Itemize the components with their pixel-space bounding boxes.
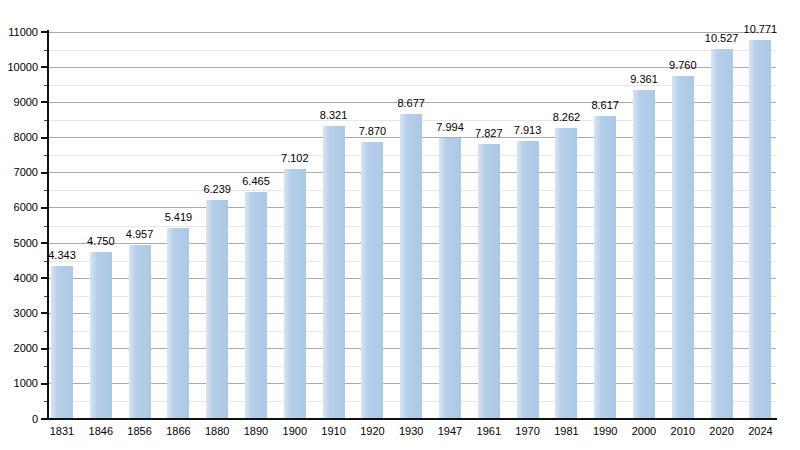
bar-value-label: 9.760 [653, 59, 713, 72]
bar-value-label: 5.419 [148, 211, 208, 224]
bar [672, 76, 694, 419]
bar [245, 192, 267, 419]
y-tick-label: 6000 [0, 201, 38, 214]
bar [129, 245, 151, 419]
x-tick-label: 2024 [730, 425, 790, 438]
bar-value-label: 7.102 [265, 152, 325, 165]
bar [711, 49, 733, 419]
bar [323, 126, 345, 419]
x-axis-line [48, 418, 777, 420]
y-tick-label: 11000 [0, 26, 38, 39]
bar [749, 40, 771, 419]
bar-value-label: 10.771 [730, 23, 790, 36]
gridline-major [48, 32, 776, 33]
bar [400, 114, 422, 419]
bar [478, 144, 500, 419]
bar [555, 128, 577, 419]
bar [361, 142, 383, 419]
y-tick-label: 8000 [0, 131, 38, 144]
bar [439, 138, 461, 419]
bar-value-label: 7.870 [342, 125, 402, 138]
bar-value-label: 8.262 [536, 111, 596, 124]
y-tick-label: 1000 [0, 377, 38, 390]
bar [633, 90, 655, 419]
bar-value-label: 8.321 [304, 109, 364, 122]
bar [517, 141, 539, 419]
bar-value-label: 6.465 [226, 175, 286, 188]
y-tick-label: 10000 [0, 61, 38, 74]
gridline-minor [48, 50, 776, 51]
bar-value-label: 8.617 [575, 99, 635, 112]
y-tick-label: 7000 [0, 166, 38, 179]
bar [51, 266, 73, 419]
y-axis-line [47, 30, 49, 418]
y-tick-label: 0 [0, 413, 38, 426]
bar-value-label: 7.913 [498, 124, 558, 137]
bar-value-label: 4.957 [110, 228, 170, 241]
bar [284, 169, 306, 419]
bar-value-label: 4.343 [32, 249, 92, 262]
y-tick-label: 4000 [0, 272, 38, 285]
y-tick-label: 2000 [0, 342, 38, 355]
bar [206, 200, 228, 419]
bar [594, 116, 616, 419]
bar-value-label: 8.677 [381, 97, 441, 110]
bar [167, 228, 189, 419]
bar [90, 252, 112, 419]
population-bar-chart: 0 1000 2000 3000 4000 5000 6000 7000 8000 9000 100… [0, 0, 800, 450]
y-tick-label: 9000 [0, 96, 38, 109]
y-tick-label: 5000 [0, 237, 38, 250]
bar-value-label: 9.361 [614, 73, 674, 86]
y-tick-major [41, 418, 48, 420]
y-tick-label: 3000 [0, 307, 38, 320]
